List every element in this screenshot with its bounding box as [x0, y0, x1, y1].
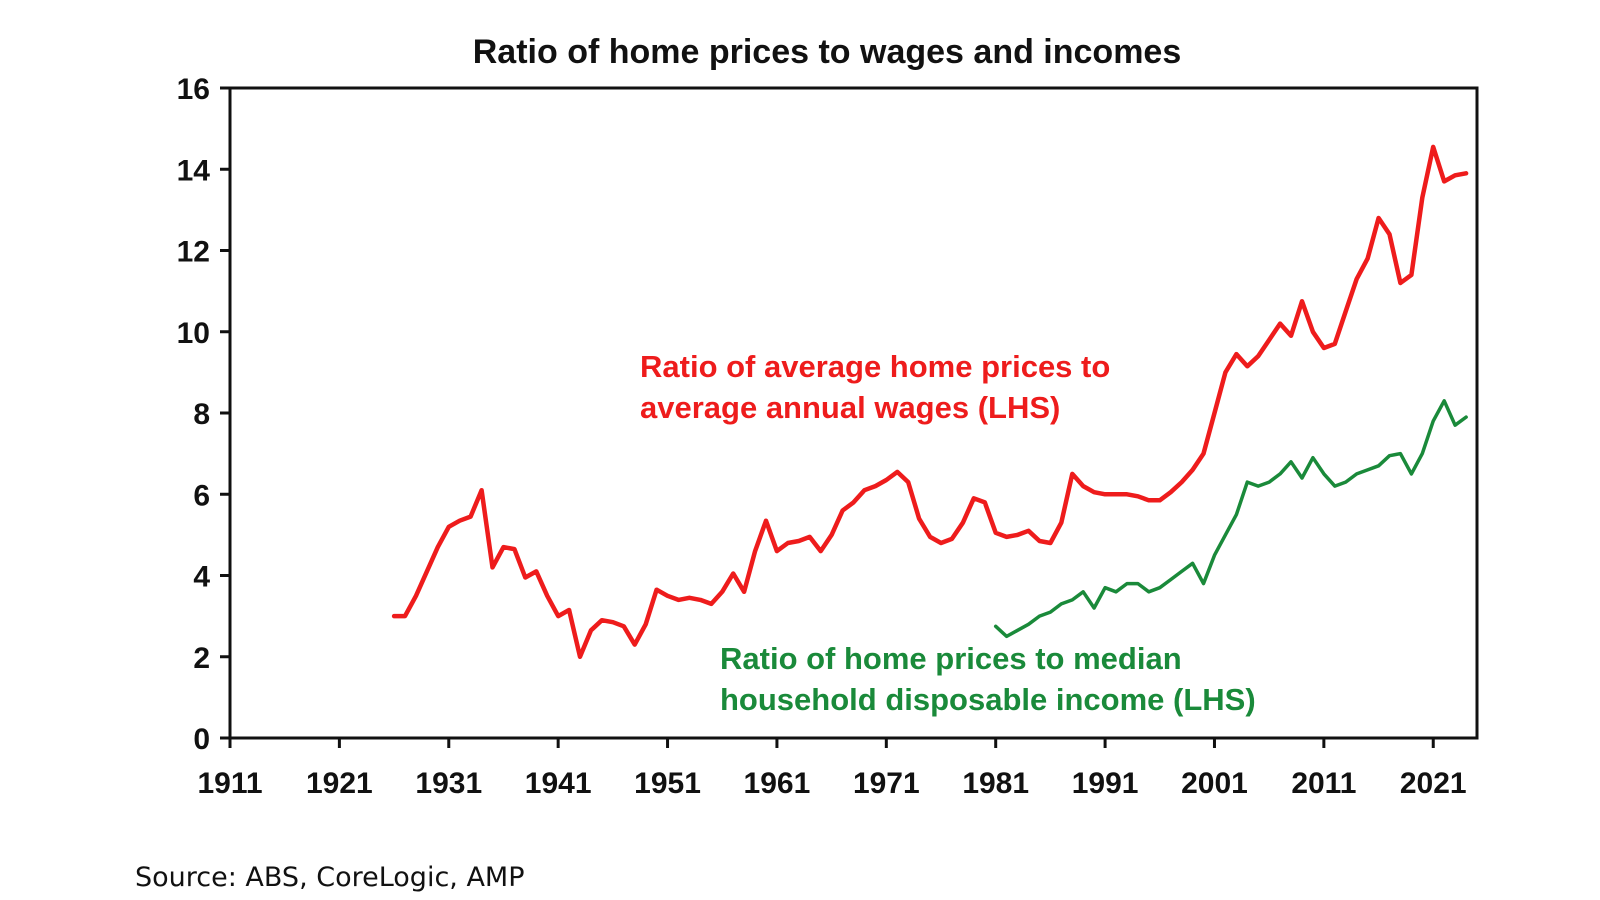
series-label-income-line-1: Ratio of home prices to median	[720, 641, 1182, 676]
y-tick-label: 14	[177, 154, 211, 187]
x-tick-label: 1931	[415, 767, 482, 800]
y-tick-label: 2	[193, 642, 210, 675]
x-tick-label: 1991	[1072, 767, 1139, 800]
x-tick-label: 2021	[1400, 767, 1467, 800]
source-note: Source: ABS, CoreLogic, AMP	[135, 862, 525, 893]
x-tick-label: 1981	[962, 767, 1029, 800]
y-tick-label: 6	[193, 479, 210, 512]
x-tick-label: 1911	[197, 767, 262, 800]
plot-area: 0 2 4 6 8 10 12 14 16 1911 1921 1931 1941 1951 1961 197…	[177, 73, 1479, 800]
series-line-wages	[391, 144, 1469, 660]
series-label-wages-line-2: average annual wages (LHS)	[640, 390, 1060, 425]
x-tick-label: 1961	[744, 767, 811, 800]
x-tick-label: 2001	[1181, 767, 1248, 800]
y-tick-label: 12	[177, 236, 210, 269]
series-label-wages-line-1: Ratio of average home prices to	[640, 349, 1110, 384]
y-tick-label: 16	[177, 73, 210, 106]
series-line-household-income	[993, 399, 1468, 639]
x-tick-label: 1951	[634, 767, 701, 800]
x-tick-label: 1921	[306, 767, 373, 800]
y-tick-label: 4	[193, 561, 210, 594]
x-tick-label: 1971	[853, 767, 920, 800]
series-label-income-line-2: household disposable income (LHS)	[720, 682, 1256, 717]
x-tick-label: 1941	[525, 767, 592, 800]
y-tick-label: 0	[193, 723, 210, 756]
y-tick-label: 10	[177, 317, 210, 350]
x-tick-label: 2011	[1291, 767, 1356, 800]
y-tick-label: 8	[193, 398, 210, 431]
chart-title: Ratio of home prices to wages and income…	[473, 33, 1182, 71]
